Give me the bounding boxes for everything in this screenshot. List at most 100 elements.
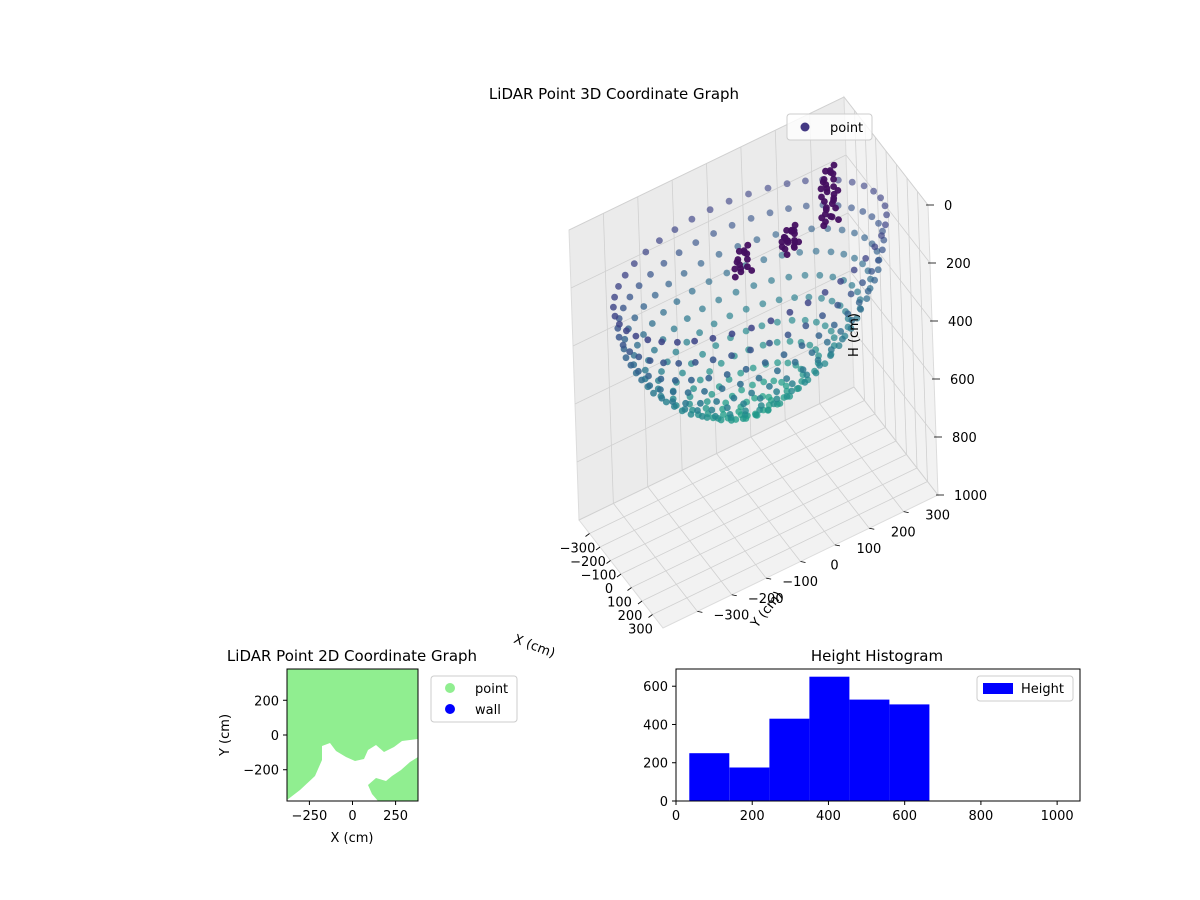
- point-3d: [626, 348, 634, 356]
- point-3d: [835, 216, 842, 224]
- floor-grid-x: [641, 467, 918, 602]
- point-3d: [708, 406, 716, 414]
- point-3d: [808, 225, 815, 233]
- point-3d: [688, 287, 696, 295]
- y-tick-label: 200: [891, 525, 916, 540]
- point-3d: [749, 364, 757, 372]
- point-3d: [696, 329, 703, 337]
- point-3d: [822, 181, 830, 188]
- point-3d: [774, 318, 781, 326]
- point-3d: [770, 377, 778, 385]
- x-tick-label: 1000: [1041, 809, 1074, 824]
- point-3d: [882, 221, 889, 229]
- point-3d: [766, 339, 773, 347]
- point-3d: [640, 303, 648, 310]
- point-3d: [864, 287, 872, 295]
- chart-2d: LiDAR Point 2D Coordinate Graph −250 0 250…: [218, 647, 518, 846]
- x-tick-mark: [627, 587, 632, 591]
- x-tick-label: 400: [816, 809, 841, 824]
- point-3d: [830, 175, 837, 183]
- point-3d: [801, 316, 809, 324]
- point-3d: [816, 362, 823, 369]
- back-grid-x: [854, 110, 865, 401]
- x-tick-label: −250: [292, 809, 328, 824]
- point-3d: [713, 398, 720, 405]
- z-tick-label: 200: [946, 257, 971, 272]
- point-3d: [611, 312, 619, 320]
- point-3d: [731, 265, 739, 273]
- point-3d: [838, 226, 846, 234]
- point-3d: [812, 247, 820, 255]
- point-3d: [805, 293, 813, 301]
- point-3d: [641, 366, 649, 374]
- point-3d: [611, 293, 618, 301]
- histogram-bar: [769, 718, 810, 801]
- y-tick-label: 200: [643, 757, 668, 772]
- point-3d: [699, 305, 706, 313]
- point-3d: [823, 204, 830, 212]
- point-3d: [760, 378, 768, 386]
- z-tick-label: 600: [950, 373, 975, 388]
- point-3d: [868, 268, 876, 275]
- point-3d: [630, 260, 638, 267]
- z-tick-label: 400: [948, 315, 973, 330]
- point-3d: [778, 378, 785, 386]
- x-tick-label: −200: [570, 555, 606, 570]
- point-3d: [791, 237, 798, 244]
- x-tick-label: 0: [348, 809, 356, 824]
- point-3d: [874, 266, 882, 274]
- point-3d: [622, 354, 630, 362]
- histogram-legend-swatch: [983, 683, 1013, 694]
- point-3d: [692, 239, 700, 247]
- point-3d: [723, 269, 731, 277]
- point-3d: [731, 273, 739, 281]
- back-grid-h: [845, 154, 931, 264]
- point-3d: [828, 200, 836, 208]
- histogram-frame: [675, 668, 1081, 802]
- y-tick-mark: [697, 610, 703, 613]
- point-3d: [784, 331, 792, 339]
- point-3d: [615, 283, 622, 290]
- point-3d: [715, 250, 723, 258]
- point-3d: [795, 384, 802, 392]
- y-tick-label: 0: [830, 559, 838, 574]
- point-3d: [827, 352, 834, 359]
- point-3d: [829, 273, 837, 281]
- point-3d: [775, 296, 783, 304]
- point-3d: [671, 377, 679, 384]
- point-3d: [684, 389, 692, 396]
- point-3d: [788, 387, 795, 395]
- point-3d: [728, 221, 736, 229]
- point-3d: [812, 369, 820, 377]
- histogram-bar: [809, 676, 850, 801]
- point-3d: [656, 237, 663, 245]
- y-tick-label: 600: [643, 680, 668, 695]
- point-3d: [728, 330, 736, 338]
- point-3d: [801, 378, 809, 386]
- histogram-bar: [889, 704, 930, 801]
- left-grid-y: [602, 213, 614, 504]
- point-3d: [760, 256, 768, 264]
- back-grid-x: [917, 191, 928, 482]
- point-3d: [759, 300, 767, 308]
- point-3d: [706, 206, 714, 214]
- point-3d: [830, 334, 838, 342]
- floor-grid-y: [784, 420, 870, 529]
- histogram-legend: Height: [976, 675, 1074, 702]
- back-grid-x: [885, 150, 897, 442]
- point-3d: [662, 398, 670, 406]
- point-3d: [742, 305, 750, 313]
- point-3d: [863, 295, 871, 302]
- point-3d: [854, 288, 861, 296]
- point-3d: [708, 390, 716, 398]
- point-3d: [697, 399, 704, 407]
- point-3d: [798, 342, 806, 349]
- point-3d: [688, 215, 696, 223]
- point-3d: [796, 249, 804, 256]
- point-3d: [830, 321, 838, 329]
- point-3d: [660, 309, 667, 316]
- point-3d: [839, 335, 846, 343]
- point-3d: [757, 402, 765, 409]
- point-3d: [626, 293, 634, 301]
